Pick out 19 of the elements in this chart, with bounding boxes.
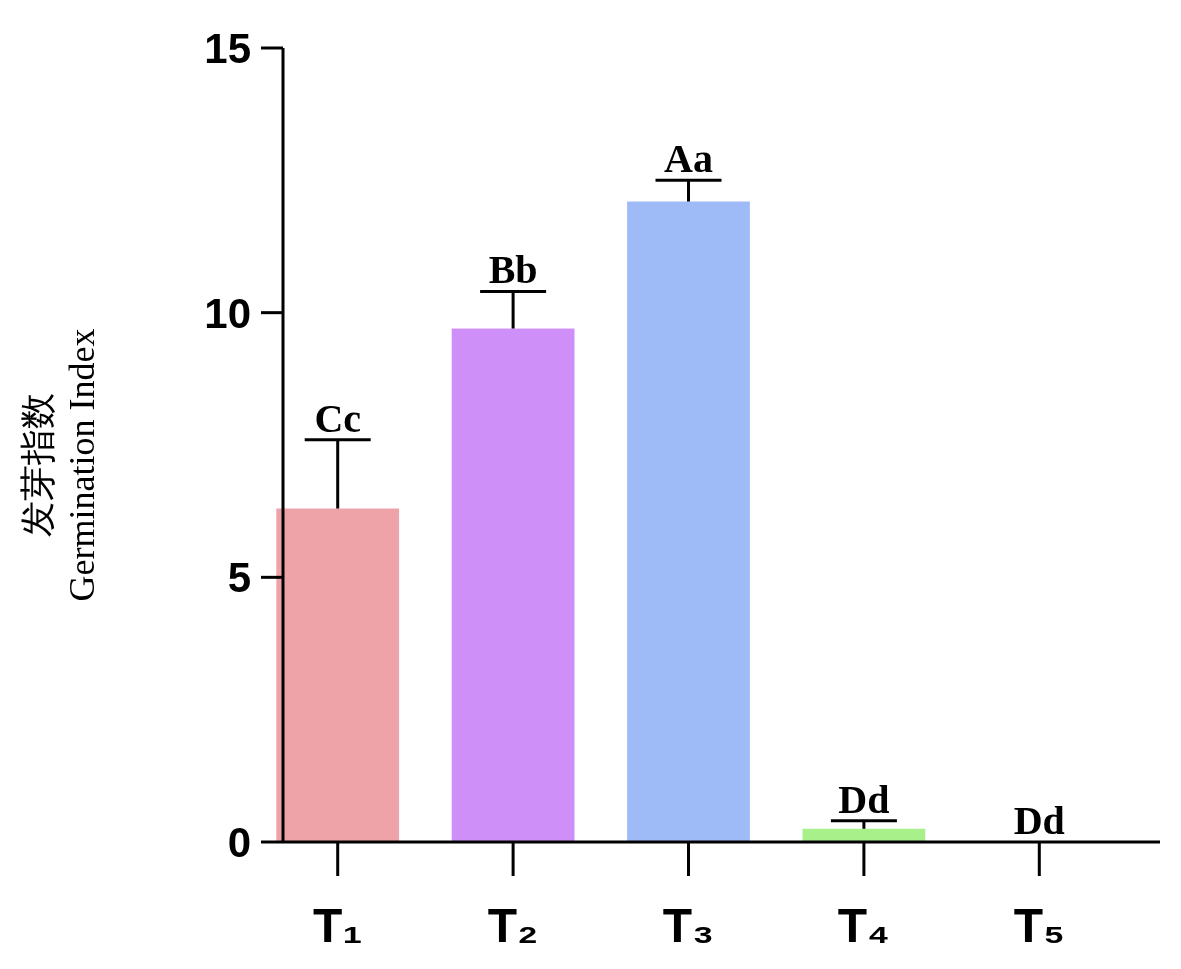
y-tick-label: 0 <box>227 819 251 866</box>
x-tick-label: T₂ <box>487 899 539 952</box>
annotation: Bb <box>488 247 538 293</box>
annotation: Dd <box>1013 798 1065 843</box>
bar <box>802 828 926 842</box>
bar <box>276 508 400 842</box>
annotation: Aa <box>664 136 713 182</box>
bar <box>451 328 575 842</box>
annotation: Dd <box>838 776 890 822</box>
y-tick-label: 15 <box>204 25 251 72</box>
x-tick-label: T₃ <box>662 899 715 952</box>
y-tick-label: 5 <box>227 554 251 602</box>
bar <box>627 201 750 842</box>
x-tick-label: T₅ <box>1013 899 1065 952</box>
y-tick-label: 10 <box>204 289 251 337</box>
annotation: Cc <box>314 395 362 441</box>
y-axis-title: 发芽指数 Germination Index <box>18 328 102 602</box>
x-tick-label: T₄ <box>837 899 890 952</box>
x-tick-label: T₁ <box>313 899 363 952</box>
